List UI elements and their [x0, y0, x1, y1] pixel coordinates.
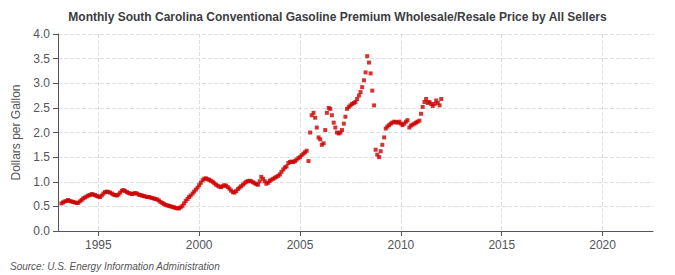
- svg-text:Source: U.S. Energy Informatio: Source: U.S. Energy Information Administ…: [10, 261, 220, 272]
- svg-text:3.0: 3.0: [33, 76, 50, 90]
- svg-text:2010: 2010: [388, 238, 415, 252]
- svg-text:Monthly South Carolina Convent: Monthly South Carolina Conventional Gaso…: [68, 10, 607, 24]
- svg-text:1.5: 1.5: [33, 150, 50, 164]
- svg-text:Dollars per Gallon: Dollars per Gallon: [9, 84, 23, 180]
- svg-text:1.0: 1.0: [33, 175, 50, 189]
- svg-text:2000: 2000: [186, 238, 213, 252]
- svg-text:2005: 2005: [287, 238, 314, 252]
- svg-text:0.5: 0.5: [33, 199, 50, 213]
- svg-text:0.0: 0.0: [33, 224, 50, 238]
- svg-text:1995: 1995: [85, 238, 112, 252]
- svg-text:2020: 2020: [589, 238, 616, 252]
- svg-text:2015: 2015: [488, 238, 515, 252]
- svg-text:2.0: 2.0: [33, 126, 50, 140]
- svg-text:2.5: 2.5: [33, 101, 50, 115]
- svg-text:3.5: 3.5: [33, 52, 50, 66]
- svg-text:4.0: 4.0: [33, 27, 50, 41]
